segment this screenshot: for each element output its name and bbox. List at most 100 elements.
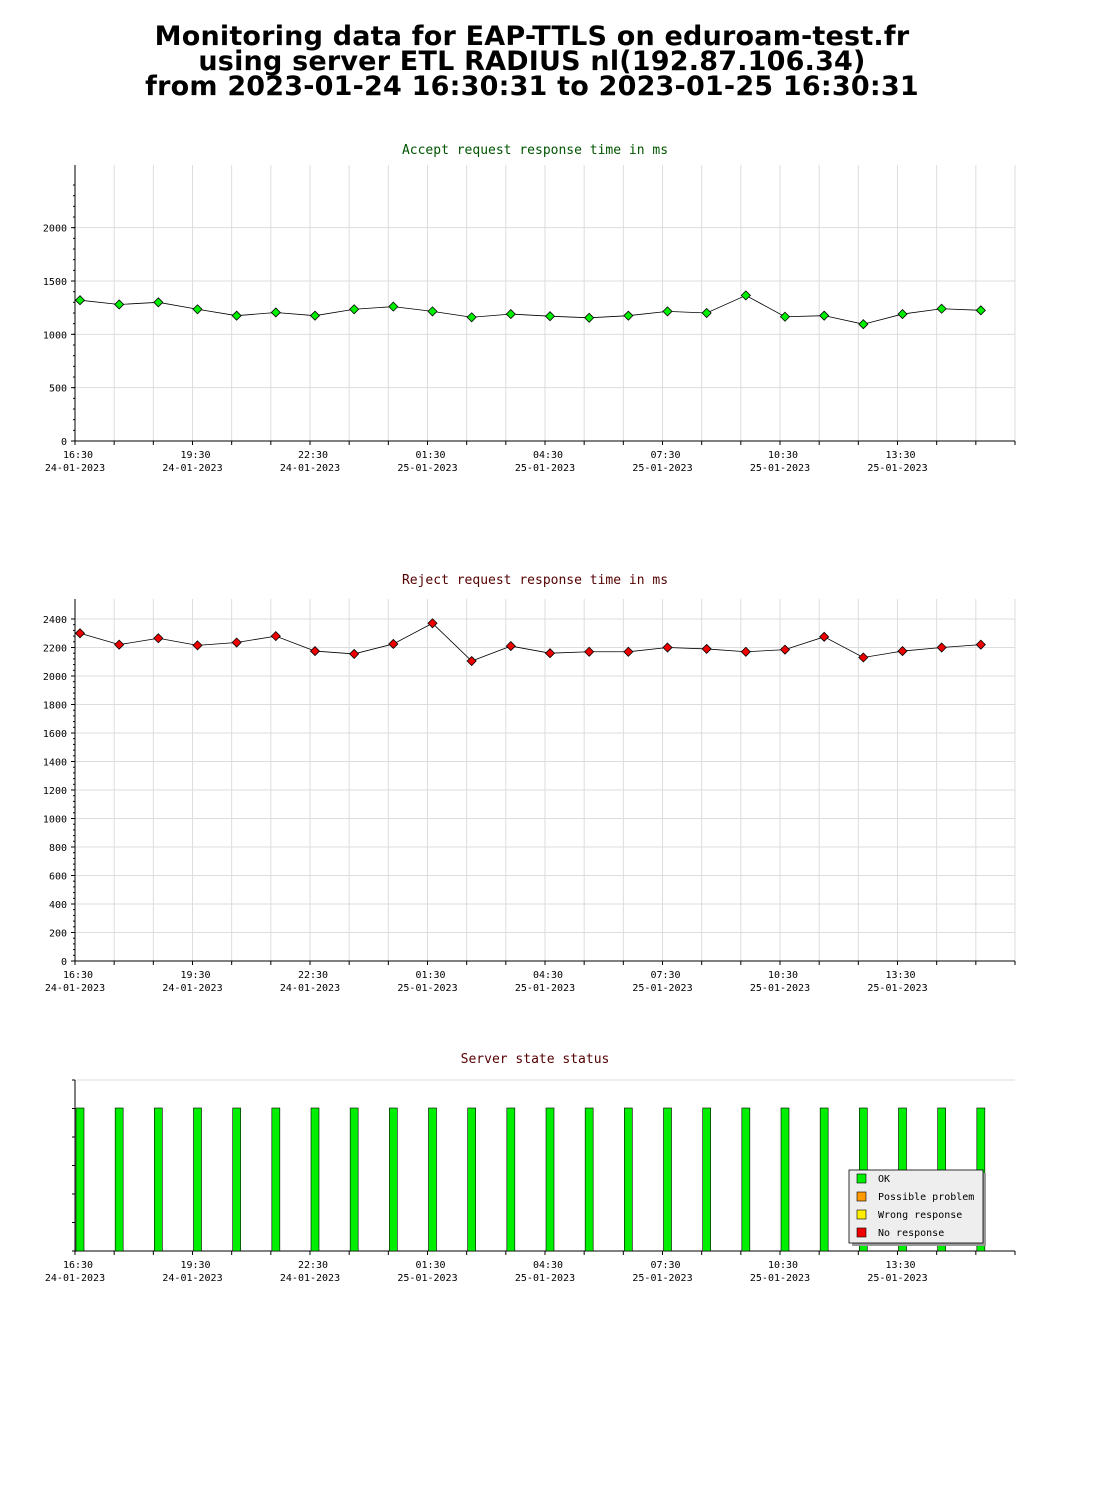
x-tick-label-time: 01:30 — [415, 1260, 445, 1271]
data-point — [349, 304, 360, 315]
x-tick-label-time: 04:30 — [533, 1260, 563, 1271]
y-tick-label: 0 — [61, 957, 67, 968]
data-point — [544, 648, 556, 659]
y-tick-label: 0 — [61, 437, 67, 448]
x-tick-label-time: 07:30 — [650, 970, 680, 981]
y-tick-label: 1200 — [43, 786, 67, 797]
legend-swatch — [856, 1191, 867, 1202]
data-point — [701, 307, 712, 319]
status-bar — [114, 1107, 124, 1252]
data-point — [74, 295, 86, 306]
x-tick-label-time: 01:30 — [415, 450, 445, 461]
status-bar — [310, 1107, 320, 1252]
data-point — [936, 303, 947, 314]
data-point — [270, 631, 281, 642]
x-tick-label-date: 25-01-2023 — [750, 463, 810, 474]
x-tick-label-time: 13:30 — [885, 1260, 915, 1271]
data-point — [505, 641, 516, 652]
y-tick-label: 1000 — [43, 815, 67, 826]
y-tick-label: 2400 — [43, 615, 67, 626]
chart-title: Accept request response time in ms — [402, 143, 668, 158]
x-tick-label-date: 24-01-2023 — [162, 983, 222, 994]
data-point — [740, 646, 751, 657]
data-point — [975, 639, 986, 650]
x-tick-label-date: 24-01-2023 — [280, 463, 340, 474]
x-tick-label-time: 22:30 — [298, 1260, 328, 1271]
legend-swatch — [856, 1227, 867, 1238]
data-point — [74, 628, 86, 639]
x-tick-label-date: 25-01-2023 — [750, 1273, 810, 1284]
data-point — [623, 310, 634, 321]
data-point — [740, 290, 751, 301]
data-point — [662, 642, 673, 653]
legend-label: No response — [878, 1228, 944, 1239]
x-tick-label-time: 04:30 — [533, 970, 563, 981]
data-point — [858, 319, 869, 330]
status-bar — [702, 1107, 711, 1252]
x-tick-label-time: 16:30 — [63, 970, 93, 981]
x-tick-label-time: 04:30 — [533, 450, 563, 461]
data-point — [858, 652, 869, 663]
x-tick-label-time: 07:30 — [650, 1260, 680, 1271]
status-bar — [819, 1107, 829, 1252]
x-tick-label-date: 25-01-2023 — [632, 983, 692, 994]
data-point — [897, 309, 908, 320]
x-tick-label-time: 19:30 — [180, 970, 210, 981]
legend-label: OK — [878, 1174, 890, 1185]
data-point — [231, 637, 242, 648]
x-tick-label-date: 25-01-2023 — [632, 463, 692, 474]
status-bar — [741, 1107, 751, 1252]
legend-label: Wrong response — [878, 1210, 962, 1221]
data-point — [701, 643, 712, 654]
y-tick-label: 1800 — [43, 701, 67, 712]
x-tick-label-date: 25-01-2023 — [515, 463, 575, 474]
data-point — [819, 310, 830, 321]
x-tick-label-date: 25-01-2023 — [867, 983, 927, 994]
title-line-3: from 2023-01-24 16:30:31 to 2023-01-25 1… — [145, 71, 919, 102]
x-tick-label-time: 13:30 — [885, 970, 915, 981]
data-point — [192, 640, 203, 651]
data-point — [231, 310, 242, 321]
data-point — [349, 648, 360, 659]
status-bar — [506, 1107, 516, 1252]
status-bar — [780, 1107, 790, 1252]
series-line — [79, 294, 981, 325]
status-bar — [193, 1107, 202, 1252]
data-point — [505, 309, 516, 320]
status-bar — [663, 1107, 672, 1252]
y-tick-label: 1000 — [43, 330, 67, 341]
y-tick-label: 800 — [49, 843, 67, 854]
data-point — [584, 312, 595, 323]
x-tick-label-time: 22:30 — [298, 450, 328, 461]
x-tick-label-time: 22:30 — [298, 970, 328, 981]
x-tick-label-date: 25-01-2023 — [867, 463, 927, 474]
data-point — [153, 297, 164, 308]
data-point — [819, 631, 830, 642]
status-bar — [232, 1107, 241, 1252]
x-tick-label-date: 24-01-2023 — [162, 463, 222, 474]
x-tick-label-time: 01:30 — [415, 970, 445, 981]
title-line-1: Monitoring data for EAP-TTLS on eduroam-… — [154, 21, 910, 52]
data-point — [309, 310, 321, 321]
data-point — [192, 304, 203, 315]
x-tick-label-date: 25-01-2023 — [750, 983, 810, 994]
y-tick-label: 500 — [49, 384, 67, 395]
data-point — [584, 646, 595, 657]
x-tick-label-date: 24-01-2023 — [45, 983, 105, 994]
x-tick-label-date: 25-01-2023 — [397, 463, 457, 474]
y-tick-label: 2200 — [43, 644, 67, 655]
title-line-2: using server ETL RADIUS nl(192.87.106.34… — [198, 46, 866, 77]
x-tick-label-time: 13:30 — [885, 450, 915, 461]
data-point — [544, 311, 556, 322]
data-point — [466, 655, 477, 667]
data-point — [779, 644, 791, 655]
x-tick-label-date: 24-01-2023 — [280, 983, 340, 994]
y-tick-label: 200 — [49, 929, 67, 940]
x-tick-label-date: 25-01-2023 — [632, 1273, 692, 1284]
x-tick-label-date: 25-01-2023 — [515, 983, 575, 994]
x-tick-label-date: 25-01-2023 — [397, 983, 457, 994]
x-tick-label-date: 25-01-2023 — [867, 1273, 927, 1284]
data-point — [388, 638, 399, 650]
data-point — [897, 645, 908, 657]
data-point — [270, 307, 281, 318]
